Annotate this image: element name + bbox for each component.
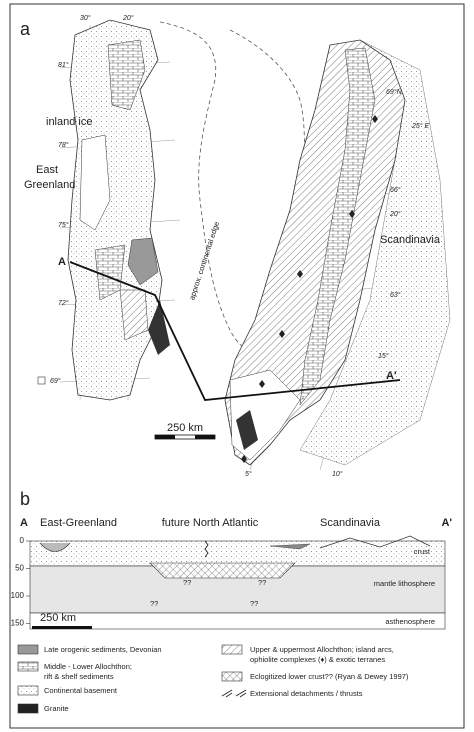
depth-tick-label: 50 — [15, 564, 24, 573]
legend — [17, 644, 247, 714]
granite — [148, 300, 170, 355]
legend-label: Middle - Lower Allochthon; — [44, 662, 132, 671]
scale-label: 250 km — [40, 612, 76, 624]
depth-tick-label: 150 — [11, 619, 25, 628]
inland-ice — [79, 134, 111, 231]
unknown-label: ?? — [258, 578, 266, 587]
crust-layer — [29, 540, 446, 567]
region-label: inland ice — [46, 116, 92, 128]
legend-swatch — [17, 644, 39, 655]
legend-swatch — [17, 661, 39, 672]
longitude-label: 15° — [378, 352, 389, 360]
legend-label: Granite — [44, 704, 69, 713]
cross-section: crust mantle lithosphere asthenosphere ?… — [29, 535, 446, 630]
legend-swatch — [17, 703, 39, 714]
layer-label: mantle lithosphere — [374, 579, 435, 588]
latitude-label: 72° — [58, 299, 69, 307]
longitude-label: 30° — [80, 14, 91, 22]
scale-bar — [154, 434, 216, 440]
legend-swatch — [221, 644, 243, 655]
legend-label: Continental basement — [44, 686, 118, 695]
latitude-label: 78° — [58, 141, 69, 149]
legend-symbol — [221, 689, 247, 698]
legend-label: Eclogitized lower crust?? (Ryan & Dewey … — [250, 672, 409, 681]
devonian-patch — [127, 237, 159, 286]
depth-tick-label: 100 — [11, 591, 25, 600]
profile-line — [69, 261, 401, 401]
latitude-label: 81° — [58, 61, 69, 69]
latitude-label: 63° — [390, 291, 401, 299]
region-label: East — [36, 164, 58, 176]
eclogite-body — [149, 562, 296, 579]
section-title: East-Greenland — [40, 517, 117, 529]
legend-label: Late orogenic sediments, Devonian — [44, 645, 162, 654]
longitude-label: 25° E — [411, 122, 430, 130]
ophiolite-markers — [241, 115, 378, 463]
latitude-label: 69° — [50, 377, 61, 385]
section-end: A' — [441, 517, 452, 529]
asthenosphere-layer — [29, 612, 446, 630]
thrusts — [319, 535, 431, 549]
panel-label: b — [20, 489, 30, 509]
unknown-label: ?? — [150, 599, 158, 608]
latitude-label: 66° — [390, 186, 401, 194]
allochthon-patch — [94, 244, 126, 301]
region-label: Greenland — [24, 179, 75, 191]
unknown-label: ?? — [183, 578, 191, 587]
allochthon-strip — [299, 47, 376, 406]
panel-label: a — [20, 19, 31, 39]
longitude-label: 20° — [389, 210, 401, 218]
layer-label: crust — [414, 547, 431, 556]
legend-label: rift & shelf sediments — [44, 672, 114, 681]
longitude-label: 10° — [332, 470, 343, 478]
layer-label: asthenosphere — [385, 617, 435, 626]
legend-swatch — [221, 671, 243, 682]
longitude-label: 5° — [245, 470, 252, 478]
legend-label: ophiolite complexes (♦) & exotic terrane… — [250, 655, 385, 664]
section-title: future North Atlantic — [162, 517, 259, 529]
profile-start: A — [58, 256, 66, 268]
basin — [39, 542, 71, 552]
granite — [236, 410, 258, 450]
unknown-label: ?? — [250, 599, 258, 608]
profile-end: A' — [386, 370, 397, 382]
legend-box — [37, 376, 46, 385]
allochthon-patch — [107, 39, 146, 111]
legend-label: Upper & uppermost Allochthon; island arc… — [250, 645, 394, 654]
basin — [269, 543, 311, 550]
latitude-label: 69°N — [386, 88, 403, 96]
longitude-label: 20° — [122, 14, 134, 22]
scale-bar — [32, 626, 92, 629]
section-title: Scandinavia — [320, 517, 381, 529]
region-label: Scandinavia — [380, 234, 441, 246]
section-start: A — [20, 517, 28, 529]
legend-swatch — [17, 685, 39, 696]
scale-label: 250 km — [167, 422, 203, 434]
rift-axis — [204, 540, 209, 558]
latitude-label: 75° — [58, 221, 69, 229]
depth-tick-label: 0 — [20, 536, 25, 545]
legend-label: Extensional detachments / thrusts — [250, 689, 363, 698]
